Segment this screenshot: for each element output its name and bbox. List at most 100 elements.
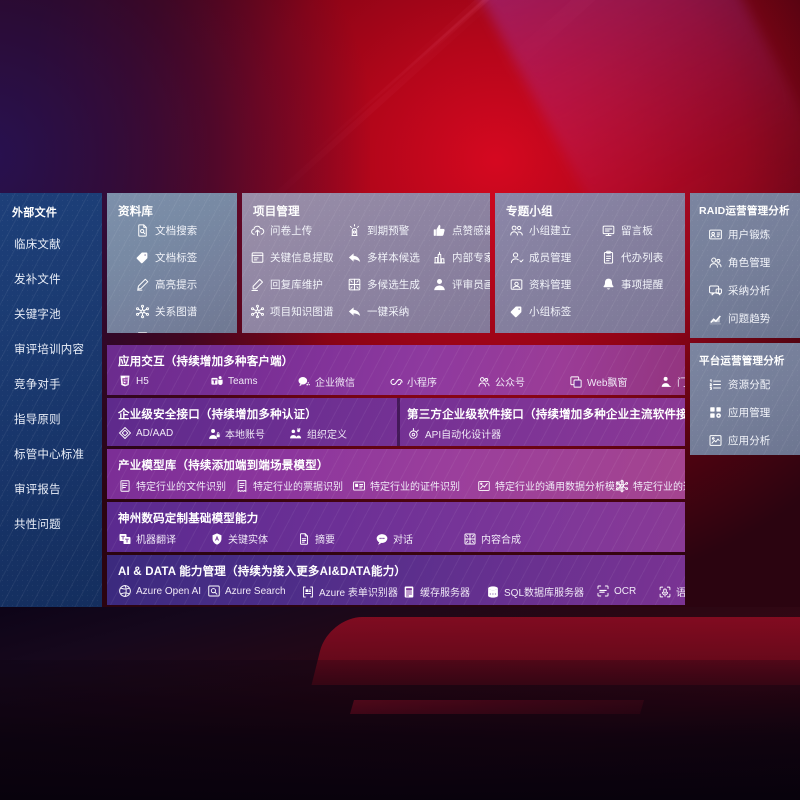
item-clipboard-todo[interactable]: 代办列表 bbox=[601, 250, 663, 265]
item-form-recognizer[interactable]: Azure 表单识别器 bbox=[301, 584, 398, 599]
item-thumbs-up[interactable]: 点赞感谢 bbox=[432, 223, 490, 238]
item-cache-server[interactable]: 缓存服务器 bbox=[402, 584, 470, 599]
sidebar-item-2[interactable]: 发补文件 bbox=[0, 266, 102, 292]
item-graph-network[interactable]: 特定行业的通用知识图谱模型 bbox=[615, 478, 685, 493]
item-translate[interactable]: 机器翻译 bbox=[118, 531, 176, 546]
item-id-card-recognize[interactable]: 特定行业的证件识别 bbox=[352, 478, 460, 493]
item-label: 关系图谱 bbox=[155, 306, 198, 318]
item-doc-list[interactable]: 文档分类 bbox=[135, 331, 197, 333]
item-azure-search[interactable]: Azure Search bbox=[207, 584, 286, 598]
sidebar-item-7[interactable]: 标管中心标准 bbox=[0, 441, 102, 467]
item-trend-chart[interactable]: 问题趋势 bbox=[708, 311, 770, 326]
item-html5[interactable]: H5 bbox=[118, 374, 149, 388]
item-data-analysis[interactable]: 特定行业的通用数据分析模型 bbox=[477, 478, 625, 493]
item-label: 机器翻译 bbox=[136, 535, 176, 546]
item-web-float-window[interactable]: Web飘窗 bbox=[569, 374, 627, 389]
sql-database-icon bbox=[486, 585, 500, 599]
item-ranking-bar[interactable]: 内部专家排名 bbox=[432, 250, 490, 265]
trend-chart-icon bbox=[708, 311, 723, 326]
item-file-recognize[interactable]: 特定行业的文件识别 bbox=[118, 478, 226, 493]
speech-understand-icon bbox=[658, 585, 672, 599]
panel-topic-group: 专题小组 小组建立 成员管理 资料管理 小组标签 留言板 代办列表 事项提醒 bbox=[495, 193, 685, 333]
translate-icon bbox=[118, 532, 132, 546]
sidebar-item-5[interactable]: 竞争对手 bbox=[0, 371, 102, 397]
tag-icon bbox=[509, 304, 524, 319]
api-designer-icon bbox=[407, 427, 421, 441]
item-reply-arrow[interactable]: 一键采纳 bbox=[347, 304, 409, 319]
item-alarm-light[interactable]: 到期预警 bbox=[347, 223, 409, 238]
sidebar-item-label: 临床文献 bbox=[14, 239, 61, 251]
sidebar-title: 外部文件 bbox=[12, 207, 58, 219]
item-wecom-chat[interactable]: 企业微信 bbox=[297, 374, 355, 389]
item-chat-qa[interactable]: 采纳分析 bbox=[708, 283, 770, 298]
reply-arrow-icon bbox=[347, 250, 362, 265]
sidebar-item-9[interactable]: 共性问题 bbox=[0, 511, 102, 537]
ranking-bar-icon bbox=[432, 250, 447, 265]
item-azure-ad[interactable]: AD/AAD bbox=[118, 426, 173, 440]
item-member-manage[interactable]: 成员管理 bbox=[509, 250, 571, 265]
item-content-compose[interactable]: 内容合成 bbox=[463, 531, 521, 546]
sidebar-item-label: 竞争对手 bbox=[14, 379, 61, 391]
item-api-designer[interactable]: API自动化设计器 bbox=[407, 426, 501, 441]
item-miniprogram[interactable]: 小程序 bbox=[389, 374, 437, 389]
item-official-account[interactable]: 公众号 bbox=[477, 374, 525, 389]
user-card-icon bbox=[708, 227, 723, 242]
item-tag[interactable]: 小组标签 bbox=[509, 304, 571, 319]
item-apps-grid[interactable]: 应用管理 bbox=[708, 405, 770, 420]
item-person-portrait[interactable]: 评审员画像 bbox=[432, 277, 490, 292]
sidebar-item-6[interactable]: 指导原则 bbox=[0, 406, 102, 432]
item-role-users[interactable]: 角色管理 bbox=[708, 255, 770, 270]
item-ocr[interactable]: OCR bbox=[596, 584, 636, 598]
item-entity-shield[interactable]: 关键实体 bbox=[210, 531, 268, 546]
item-label: 一键采纳 bbox=[367, 306, 410, 318]
sidebar-item-8[interactable]: 审评报告 bbox=[0, 476, 102, 502]
item-bell[interactable]: 事项提醒 bbox=[601, 277, 663, 292]
item-sql-database[interactable]: SQL数据库服务器 bbox=[486, 584, 584, 599]
item-user-card[interactable]: 用户锻炼 bbox=[708, 227, 770, 242]
item-teams[interactable]: Teams bbox=[210, 374, 257, 388]
item-label: AD/AAD bbox=[136, 427, 174, 439]
item-pen-maintain[interactable]: 回复库维护 bbox=[250, 277, 323, 292]
item-group-add[interactable]: 小组建立 bbox=[509, 223, 571, 238]
item-label: 特定行业的通用知识图谱模型 bbox=[633, 482, 685, 493]
sidebar-item-3[interactable]: 关键字池 bbox=[0, 301, 102, 327]
item-speech-understand[interactable]: 语音理解 bbox=[658, 584, 685, 599]
item-graph-network[interactable]: 关系图谱 bbox=[135, 304, 197, 319]
item-receipt-recognize[interactable]: 特定行业的票据识别 bbox=[235, 478, 343, 493]
panel-title-raid: RAID运营管理分析 bbox=[699, 205, 790, 217]
item-portal-person[interactable]: 门户 bbox=[659, 374, 685, 389]
graph-network-icon bbox=[135, 304, 150, 319]
file-recognize-icon bbox=[118, 479, 132, 493]
item-highlight-pen[interactable]: 高亮提示 bbox=[135, 277, 197, 292]
item-summary-doc[interactable]: 摘要 bbox=[297, 531, 335, 546]
panel-project-management: 项目管理 问卷上传 关键信息提取 回复库维护 项目知识图谱 到期预警 多样本候选 多候选生成… bbox=[242, 193, 490, 333]
item-org-definition[interactable]: 组织定义 bbox=[289, 426, 347, 441]
item-grid-expand[interactable]: 多候选生成 bbox=[347, 277, 420, 292]
cache-server-icon bbox=[402, 585, 416, 599]
item-message-board[interactable]: 留言板 bbox=[601, 223, 653, 238]
item-openai[interactable]: Azure Open AI bbox=[118, 584, 201, 598]
item-analysis-image[interactable]: 应用分析 bbox=[708, 433, 770, 448]
doc-list-icon bbox=[135, 331, 150, 333]
item-label: 关键实体 bbox=[228, 535, 268, 546]
group-add-icon bbox=[509, 223, 524, 238]
item-label: 事项提醒 bbox=[621, 279, 664, 291]
item-cloud-upload[interactable]: 问卷上传 bbox=[250, 223, 312, 238]
item-local-account[interactable]: 本地账号 bbox=[207, 426, 265, 441]
sidebar-item-label: 发补文件 bbox=[14, 274, 61, 286]
sidebar-item-1[interactable]: 临床文献 bbox=[0, 231, 102, 257]
item-doc-search[interactable]: 文档搜索 bbox=[135, 223, 197, 238]
item-label: 回复库维护 bbox=[270, 279, 323, 291]
item-label: 应用管理 bbox=[728, 407, 771, 419]
item-archive[interactable]: 资料管理 bbox=[509, 277, 571, 292]
item-chat-bubble[interactable]: 对话 bbox=[375, 531, 413, 546]
item-extract-window[interactable]: 关键信息提取 bbox=[250, 250, 334, 265]
item-graph-network[interactable]: 项目知识图谱 bbox=[250, 304, 334, 319]
item-tag[interactable]: 文档标签 bbox=[135, 250, 197, 265]
item-reply-arrow[interactable]: 多样本候选 bbox=[347, 250, 420, 265]
item-label: 问题趋势 bbox=[728, 313, 771, 325]
extract-window-icon bbox=[250, 250, 265, 265]
row-interfaces: 企业级安全接口（持续增加多种认证） 第三方企业级软件接口（持续增加多种企业主流软… bbox=[107, 398, 685, 446]
item-list-order[interactable]: 资源分配 bbox=[708, 377, 770, 392]
sidebar-item-4[interactable]: 审评培训内容 bbox=[0, 336, 102, 362]
